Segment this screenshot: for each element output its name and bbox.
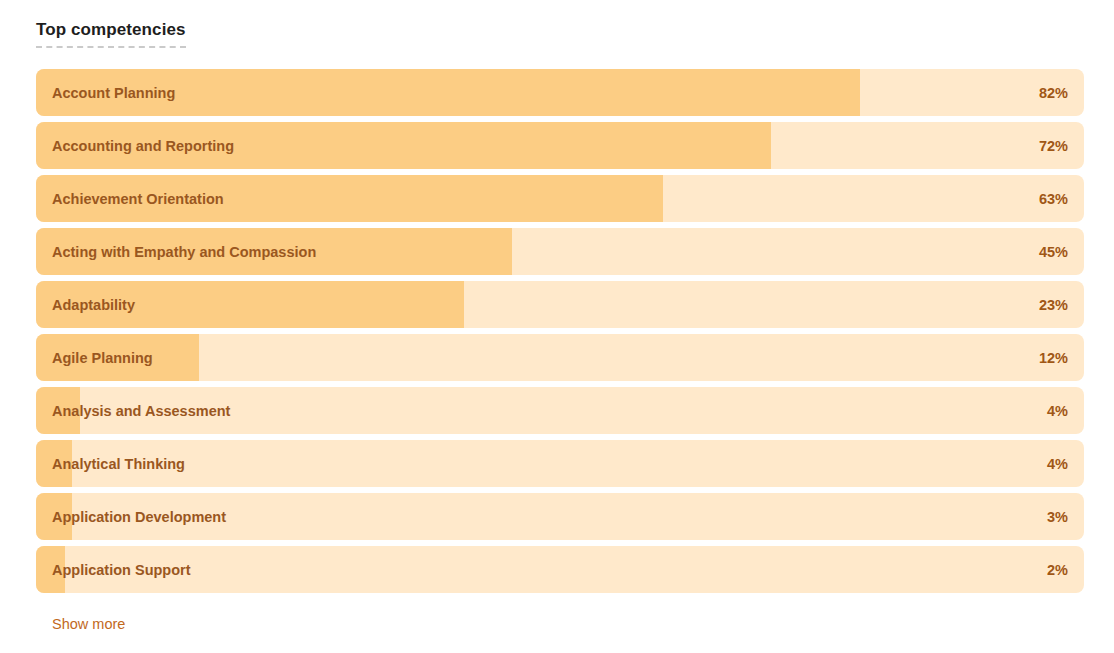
competency-value: 82% — [1039, 85, 1068, 101]
show-more-link[interactable]: Show more — [52, 616, 125, 632]
competency-value: 4% — [1047, 403, 1068, 419]
competency-value: 72% — [1039, 138, 1068, 154]
competency-value: 63% — [1039, 191, 1068, 207]
competency-value: 2% — [1047, 562, 1068, 578]
competency-value: 45% — [1039, 244, 1068, 260]
competency-row: Analytical Thinking 4% — [36, 440, 1084, 487]
competency-row: Application Development 3% — [36, 493, 1084, 540]
competency-row: Agile Planning 12% — [36, 334, 1084, 381]
competency-row: Acting with Empathy and Compassion 45% — [36, 228, 1084, 275]
competency-value: 12% — [1039, 350, 1068, 366]
competency-row: Account Planning 82% — [36, 69, 1084, 116]
competency-label: Analytical Thinking — [52, 456, 185, 472]
chart-title[interactable]: Top competencies — [36, 20, 186, 48]
competency-value: 4% — [1047, 456, 1068, 472]
top-competencies-card: Top competencies Account Planning 82% Ac… — [0, 0, 1114, 633]
competency-label: Acting with Empathy and Compassion — [52, 244, 316, 260]
competency-label: Adaptability — [52, 297, 135, 313]
competency-row: Application Support 2% — [36, 546, 1084, 593]
competency-row: Analysis and Assessment 4% — [36, 387, 1084, 434]
competency-label: Analysis and Assessment — [52, 403, 230, 419]
competency-label: Agile Planning — [52, 350, 153, 366]
competencies-bar-chart: Account Planning 82% Accounting and Repo… — [36, 69, 1084, 593]
competency-row: Adaptability 23% — [36, 281, 1084, 328]
competency-value: 23% — [1039, 297, 1068, 313]
competency-label: Account Planning — [52, 85, 175, 101]
competency-row: Achievement Orientation 63% — [36, 175, 1084, 222]
competency-label: Application Development — [52, 509, 226, 525]
competency-row: Accounting and Reporting 72% — [36, 122, 1084, 169]
competency-label: Achievement Orientation — [52, 191, 224, 207]
top-competencies-panel: Top competencies Account Planning 82% Ac… — [0, 0, 1114, 653]
competency-label: Accounting and Reporting — [52, 138, 234, 154]
competency-label: Application Support — [52, 562, 191, 578]
competency-value: 3% — [1047, 509, 1068, 525]
